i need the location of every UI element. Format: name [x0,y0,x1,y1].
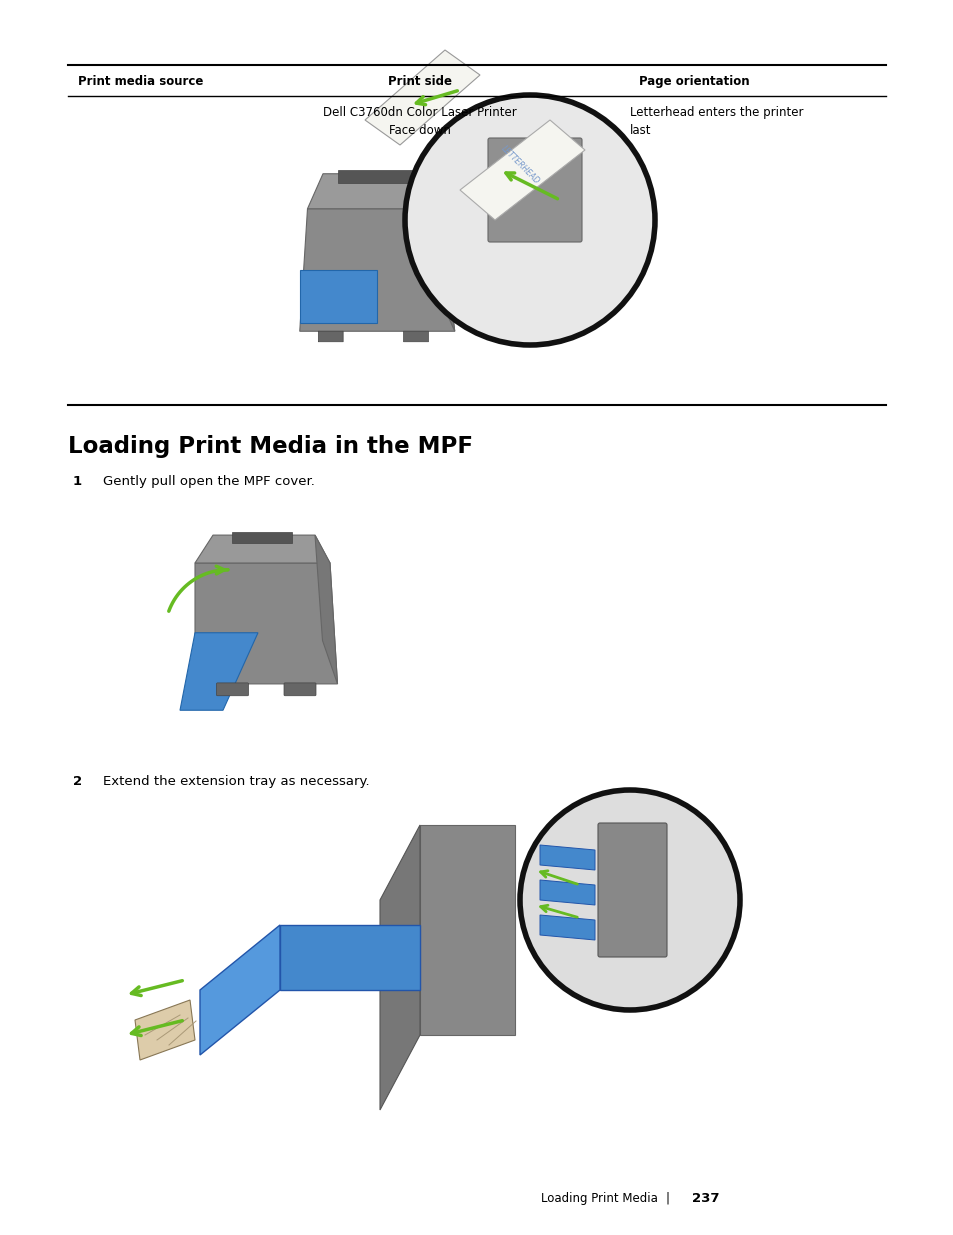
FancyBboxPatch shape [598,823,666,957]
FancyBboxPatch shape [318,331,343,342]
Polygon shape [280,925,419,990]
Text: Loading Print Media: Loading Print Media [540,1192,658,1205]
Text: Loading Print Media in the MPF: Loading Print Media in the MPF [68,435,473,458]
FancyBboxPatch shape [488,138,581,242]
Polygon shape [539,915,595,940]
Polygon shape [459,120,584,220]
Text: 1: 1 [73,475,82,488]
FancyBboxPatch shape [403,331,428,342]
Circle shape [519,790,740,1010]
Polygon shape [299,270,376,322]
FancyBboxPatch shape [284,683,315,695]
Polygon shape [307,174,438,209]
Polygon shape [135,1000,194,1060]
Text: 237: 237 [691,1192,719,1205]
Polygon shape [200,925,280,1055]
Polygon shape [194,535,330,563]
Text: Print media source: Print media source [78,75,203,88]
Polygon shape [539,881,595,905]
FancyBboxPatch shape [216,683,248,695]
Polygon shape [194,563,337,684]
Text: Print side: Print side [387,75,452,88]
Text: 2: 2 [73,776,82,788]
Polygon shape [299,209,455,331]
FancyBboxPatch shape [338,170,416,183]
Polygon shape [379,825,419,1110]
Text: Dell C3760dn Color Laser Printer: Dell C3760dn Color Laser Printer [322,106,517,119]
Polygon shape [314,535,337,684]
Text: LETTERHEAD: LETTERHEAD [498,144,540,186]
Polygon shape [365,49,479,144]
Polygon shape [180,632,257,710]
Text: Face down: Face down [389,124,450,137]
Text: Page orientation: Page orientation [639,75,749,88]
Text: last: last [629,124,651,137]
Polygon shape [423,174,455,331]
Text: |: | [665,1192,669,1205]
Polygon shape [539,845,595,869]
Text: Extend the extension tray as necessary.: Extend the extension tray as necessary. [103,776,369,788]
Polygon shape [419,825,515,1035]
Text: Letterhead enters the printer: Letterhead enters the printer [629,106,802,119]
Circle shape [405,95,655,345]
Text: Gently pull open the MPF cover.: Gently pull open the MPF cover. [103,475,314,488]
FancyBboxPatch shape [233,532,293,543]
